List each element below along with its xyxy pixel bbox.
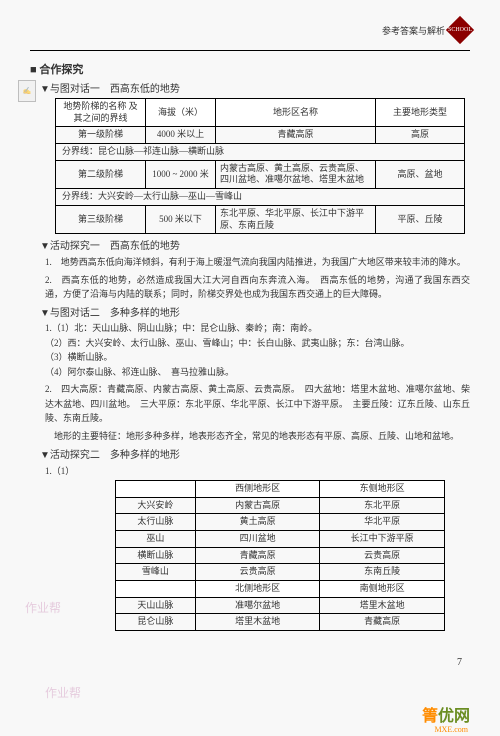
table-row: 第一级阶梯 4000 米以上 青藏高原 高原 <box>56 127 465 144</box>
dialog1-title: 与图对话一 西高东低的地势 <box>40 80 470 95</box>
th-elev: 海拔（米） <box>146 99 216 127</box>
th-south: 南侧地形区 <box>320 581 445 598</box>
table-row: 昆仑山脉塔里木盆地青藏高原 <box>116 614 445 631</box>
th-name: 地势阶梯的名称 及其之间的界线 <box>56 99 146 127</box>
header-text: 参考答案与解析 <box>382 24 445 37</box>
list-item: （2）西：大兴安岭、太行山脉、巫山、雪峰山；中：长白山脉、武夷山脉；东：台湾山脉… <box>45 337 470 351</box>
th-east: 东侧地形区 <box>320 480 445 497</box>
activity2-title: 活动探究二 多种多样的地形 <box>40 446 470 461</box>
watermark-url: MXE.com <box>434 725 468 734</box>
table-row: 第二级阶梯 1000 ~ 2000 米 内蒙古高原、黄土高原、云贵高原、四川盆地… <box>56 160 465 188</box>
table-row: 大兴安岭内蒙古高原东北平原 <box>116 497 445 514</box>
watermark-logo: 箐优网 <box>422 702 470 726</box>
dialog2-title: 与图对话二 多种多样的地形 <box>40 304 470 319</box>
table-row: 天山山脉准噶尔盆地塔里木盆地 <box>116 597 445 614</box>
table-row: 第三级阶梯 500 米以下 东北平原、华北平原、长江中下游平原、东南丘陵 平原、… <box>56 205 465 233</box>
page-number: 7 <box>457 657 462 668</box>
mountains-table: 西侧地形区 东侧地形区 大兴安岭内蒙古高原东北平原 太行山脉黄土高原华北平原 巫… <box>115 480 445 631</box>
th-region: 地形区名称 <box>216 99 376 127</box>
watermark: 作业帮 <box>45 684 81 701</box>
table-row: 雪峰山云贵高原东南丘陵 <box>116 564 445 581</box>
para-basin: 2. 四大高原：青藏高原、内蒙古高原、黄土高原、云贵高原。 四大盆地：塔里木盆地… <box>45 382 470 425</box>
watermark: 作业帮 <box>25 599 61 616</box>
terrain-steps-table: 地势阶梯的名称 及其之间的界线 海拔（米） 地形区名称 主要地形类型 第一级阶梯… <box>55 98 465 234</box>
th-west: 西侧地形区 <box>195 480 320 497</box>
header-rule <box>30 50 470 51</box>
th-north: 北侧地形区 <box>195 581 320 598</box>
num-label: 1.（1） <box>45 464 470 477</box>
para-2: 2. 西高东低的地势，必然造成我国大江大河自西向东奔流入海。 西高东低的地势，沟… <box>45 273 470 302</box>
section-title: 合作探究 <box>30 61 470 77</box>
hand-icon: ✍ <box>18 80 36 102</box>
list-item: （4）阿尔泰山脉、祁连山脉、 喜马拉雅山脉。 <box>45 366 470 380</box>
activity1-title: 活动探究一 西高东低的地势 <box>40 237 470 252</box>
table-row: 巫山四川盆地长江中下游平原 <box>116 530 445 547</box>
list-item: 1.（1）北：天山山脉、阴山山脉；中：昆仑山脉、秦岭；南：南岭。 <box>45 322 470 336</box>
header: 参考答案与解析 SCHOOL <box>30 20 470 40</box>
boundary-row: 分界线：昆仑山脉—祁连山脉—横断山脉 <box>56 144 465 161</box>
list-item: （3）横断山脉。 <box>45 351 470 365</box>
para-summary: 地形的主要特征：地形多种多样，地表形态齐全，常见的地表形态有平原、高原、丘陵、山… <box>45 429 470 443</box>
table-row: 太行山脉黄土高原华北平原 <box>116 514 445 531</box>
table-row: 横断山脉青藏高原云贵高原 <box>116 547 445 564</box>
para-1: 1. 地势西高东低向海洋倾斜，有利于海上暖湿气流向我国内陆推进，为我国广大地区带… <box>45 255 470 269</box>
th-type: 主要地形类型 <box>376 99 465 127</box>
boundary-row: 分界线：大兴安岭—太行山脉—巫山—雪峰山 <box>56 189 465 206</box>
school-badge: SCHOOL <box>446 16 474 44</box>
